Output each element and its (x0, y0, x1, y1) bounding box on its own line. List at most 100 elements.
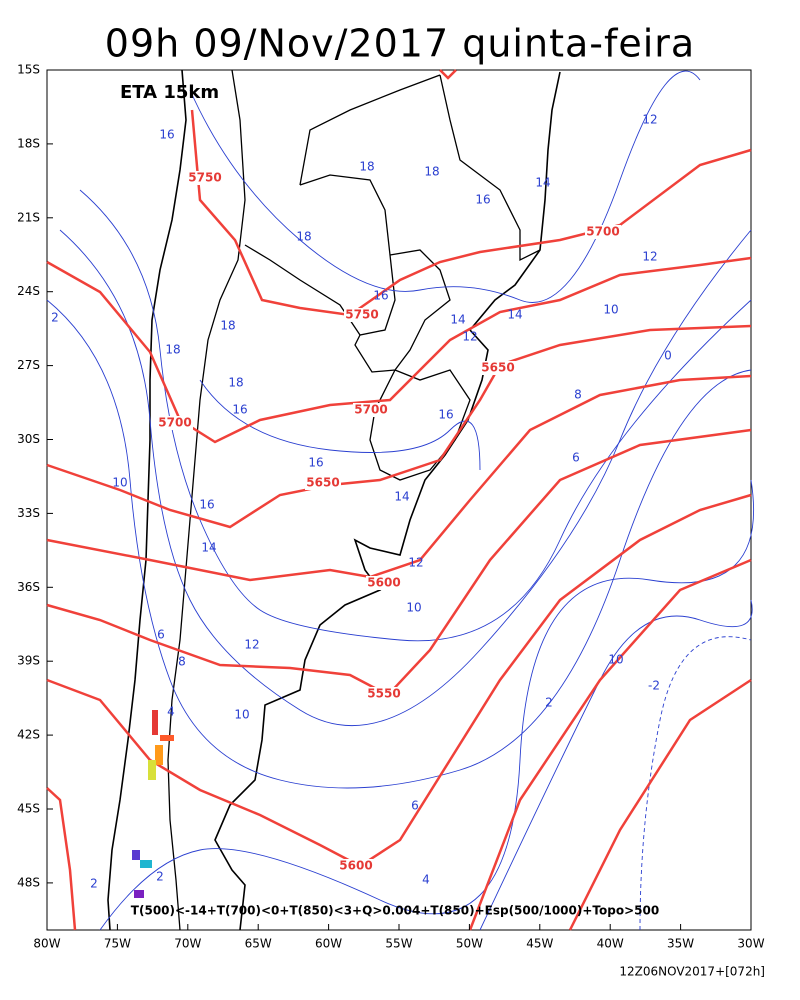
label-bg (480, 361, 516, 375)
temp-label: 10 (406, 601, 421, 615)
label-bg (305, 476, 341, 490)
temp-label: 4 (167, 705, 175, 719)
patch (152, 710, 158, 735)
temp-label: 6 (572, 451, 580, 465)
height-contour (568, 678, 752, 931)
height-label: 5700 (158, 416, 191, 430)
lat-label: 18S (17, 136, 40, 150)
labels: 15S 18S 21S 24S 27S 30S 33S 36S 39S 42S 45S 48S 80W 7… (17, 63, 765, 951)
temp-contour (479, 599, 753, 931)
lat-label: 15S (17, 63, 40, 77)
height-contour (439, 69, 457, 80)
patch (132, 850, 140, 860)
temp-label: 10 (608, 653, 623, 667)
label-bg (338, 859, 374, 873)
temp-label: 12 (642, 113, 657, 127)
temp-label: 10 (603, 303, 618, 317)
temp-label: 16 (308, 456, 323, 470)
border-paraguay (354, 249, 451, 373)
temp-label: 6 (157, 628, 165, 642)
lat-label: 30S (17, 432, 40, 446)
temp-label: 12 (408, 556, 423, 570)
temp-label: 18 (228, 376, 243, 390)
temp-label: 16 (373, 289, 388, 303)
run-label: 12Z06NOV2017+[072h] (619, 965, 765, 979)
lon-label: 45W (526, 937, 553, 951)
height-label: 5650 (306, 476, 339, 490)
temp-label: 2 (51, 311, 59, 325)
temp-contour (199, 379, 481, 471)
temp-label: 16 (159, 128, 174, 142)
lon-label: 60W (315, 937, 342, 951)
lat-label: 39S (17, 654, 40, 668)
height-contour (46, 787, 77, 931)
temp-contour (46, 299, 752, 789)
temp-label: 12 (462, 330, 477, 344)
lon-label: 70W (174, 937, 201, 951)
label-bg (353, 403, 389, 417)
lat-label: 36S (17, 580, 40, 594)
lat-label: 42S (17, 728, 40, 742)
temp-label: 12 (642, 250, 657, 264)
lon-label: 75W (104, 937, 131, 951)
height-contours (46, 69, 752, 931)
temp-contour (99, 479, 755, 931)
height-label: 5600 (339, 859, 372, 873)
height-label: 5750 (345, 308, 378, 322)
temp-label: 14 (450, 313, 465, 327)
border-andes (167, 69, 246, 931)
lon-label: 35W (667, 937, 694, 951)
lat-label: 24S (17, 284, 40, 298)
patch (148, 760, 156, 780)
temp-label: 16 (438, 408, 453, 422)
temp-label: 16 (199, 498, 214, 512)
formula-label: T(500)<-14+T(700)<0+T(850)<3+Q>0.004+T(8… (131, 904, 659, 918)
lon-label: 55W (385, 937, 412, 951)
border-north (299, 74, 541, 262)
label-bg (585, 225, 621, 239)
height-label: 5600 (367, 576, 400, 590)
temp-label: 14 (507, 308, 522, 322)
temp-label: 18 (220, 319, 235, 333)
height-label: 5700 (586, 225, 619, 239)
temp-label: 0 (664, 349, 672, 363)
model-label: ETA 15km (120, 82, 219, 103)
temp-label: 18 (165, 343, 180, 357)
label-bg (157, 416, 193, 430)
height-contour (46, 324, 752, 529)
lon-label: 40W (597, 937, 624, 951)
lon-label: 30W (737, 937, 764, 951)
label-bg (366, 576, 402, 590)
temp-label: 10 (112, 476, 127, 490)
lat-label: 27S (17, 358, 40, 372)
height-contour (46, 256, 752, 444)
border-brazil-uruguay (369, 369, 471, 481)
temp-label: 2 (90, 877, 98, 891)
temp-label: 16 (475, 193, 490, 207)
height-contour (46, 374, 752, 582)
temp-label: 14 (535, 176, 550, 190)
height-label: 5700 (354, 403, 387, 417)
temp-label: 8 (574, 388, 582, 402)
temp-label: 14 (394, 490, 409, 504)
temp-contour (79, 189, 752, 642)
height-label: 5650 (481, 361, 514, 375)
lat-label: 33S (17, 506, 40, 520)
height-contour (468, 558, 752, 931)
lat-label: 48S (17, 875, 40, 889)
temp-label: 18 (296, 230, 311, 244)
patch (134, 890, 144, 898)
lat-label: 45S (17, 802, 40, 816)
temp-label: 2 (156, 870, 164, 884)
title: 09h 09/Nov/2017 quinta-feira (105, 22, 695, 66)
temp-contour (639, 636, 752, 931)
label-bg (366, 687, 402, 701)
patch (155, 745, 163, 765)
temp-label: 14 (201, 541, 216, 555)
temp-label: 18 (424, 165, 439, 179)
temp-label: 12 (244, 638, 259, 652)
temp-label: 8 (178, 655, 186, 669)
temp-label: 2 (545, 696, 553, 710)
height-contour (46, 428, 752, 697)
